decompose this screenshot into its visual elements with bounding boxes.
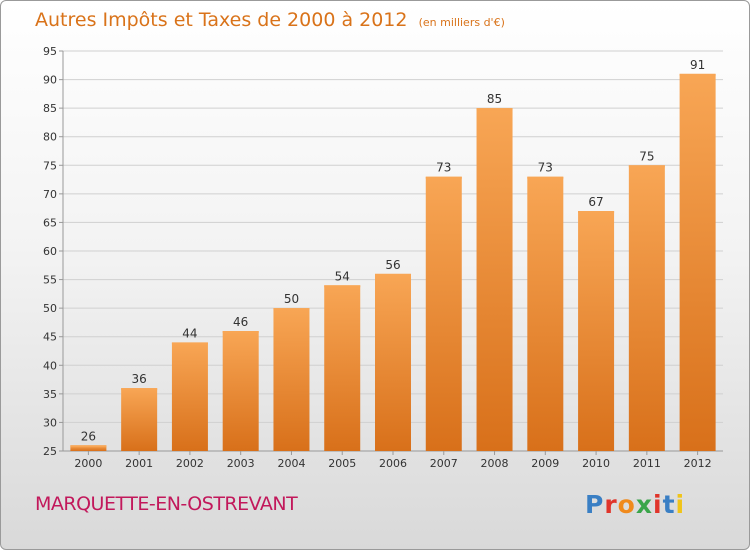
data-label: 73 — [436, 161, 451, 175]
x-tick-label: 2005 — [328, 457, 356, 470]
logo-letter: t — [662, 490, 676, 519]
logo-letter: P — [585, 490, 605, 519]
x-tick-label: 2009 — [531, 457, 559, 470]
data-label: 50 — [284, 292, 299, 306]
bar-2001 — [121, 388, 158, 451]
bar-2012 — [679, 73, 716, 451]
commune-name: MARQUETTE-EN-OSTREVANT — [35, 493, 298, 515]
y-tick-label: 95 — [43, 45, 57, 58]
x-tick-label: 2010 — [582, 457, 610, 470]
bar-top-highlight — [628, 165, 665, 168]
x-tick-label: 2002 — [176, 457, 204, 470]
bars — [70, 73, 716, 452]
y-tick-label: 65 — [43, 216, 57, 229]
data-label: 67 — [588, 195, 603, 209]
data-labels: 26 36 44 46 50 54 56 73 85 73 67 75 91 — [81, 58, 706, 443]
y-tick-label: 55 — [43, 274, 57, 287]
data-label: 36 — [132, 372, 147, 386]
logo-letter: r — [604, 490, 618, 519]
y-tick-label: 40 — [43, 359, 57, 372]
data-label: 56 — [385, 258, 400, 272]
data-label: 46 — [233, 315, 248, 329]
data-label: 73 — [538, 161, 553, 175]
bar-top-highlight — [476, 108, 513, 111]
bar-top-highlight — [578, 211, 615, 213]
bar-2007 — [425, 176, 462, 451]
proxiti-logo[interactable]: Proxiti — [585, 490, 685, 519]
y-tick-label: 75 — [43, 159, 57, 172]
y-tick-labels: 25 30 35 40 45 50 55 60 65 70 75 80 85 90 95 — [43, 45, 63, 458]
bar-2009 — [527, 176, 564, 451]
x-tick-label: 2008 — [481, 457, 509, 470]
chart-unit-note: (en milliers d'€) — [418, 16, 505, 29]
y-tick-label: 45 — [43, 331, 57, 344]
x-tick-label: 2012 — [684, 457, 712, 470]
y-tick-label: 90 — [43, 74, 57, 87]
x-tick-label: 2000 — [74, 457, 102, 470]
y-tick-label: 25 — [43, 445, 57, 458]
data-label: 44 — [182, 326, 197, 340]
logo-letter: i — [675, 490, 686, 519]
logo-letter: x — [635, 490, 653, 519]
x-tick-label: 2007 — [430, 457, 458, 470]
x-tick-label: 2003 — [227, 457, 255, 470]
logo-letter: i — [653, 490, 663, 519]
chart-title: Autres Impôts et Taxes de 2000 à 2012 — [35, 9, 408, 31]
x-tick-labels: 2000 2001 2002 2003 2004 2005 2006 2007 2008 2009… — [74, 451, 712, 470]
y-tick-label: 30 — [43, 416, 57, 429]
bar-2011 — [628, 165, 665, 452]
bar-2002 — [171, 342, 208, 451]
bar-2008 — [476, 108, 513, 452]
x-tick-label: 2006 — [379, 457, 407, 470]
data-label: 75 — [639, 149, 654, 163]
y-tick-label: 70 — [43, 188, 57, 201]
x-tick-label: 2001 — [125, 457, 153, 470]
bar-top-highlight — [527, 176, 564, 179]
bar-2010 — [578, 211, 615, 451]
bar-2003 — [222, 331, 259, 451]
bar-top-highlight — [425, 176, 462, 179]
y-tick-label: 50 — [43, 302, 57, 315]
bar-2006 — [375, 273, 411, 451]
data-label: 54 — [335, 269, 350, 283]
data-label: 85 — [487, 92, 502, 106]
y-tick-label: 35 — [43, 388, 57, 401]
bar-top-highlight — [324, 285, 361, 288]
bar-2004 — [273, 308, 310, 451]
y-tick-label: 60 — [43, 245, 57, 258]
bar-top-highlight — [375, 273, 411, 276]
bar-top-highlight — [273, 308, 310, 311]
bar-2000 — [70, 445, 107, 451]
title-row: Autres Impôts et Taxes de 2000 à 2012 (e… — [35, 9, 505, 31]
bar-2005 — [324, 285, 361, 451]
bar-top-highlight — [222, 331, 259, 333]
x-tick-label: 2011 — [633, 457, 661, 470]
bar-top-highlight — [171, 342, 208, 345]
y-tick-label: 80 — [43, 131, 57, 144]
data-label: 91 — [690, 58, 705, 72]
data-label: 26 — [81, 429, 96, 443]
y-tick-label: 85 — [43, 102, 57, 115]
x-tick-label: 2004 — [277, 457, 305, 470]
bar-top-highlight — [121, 388, 158, 391]
logo-letter: o — [617, 490, 636, 519]
bar-top-highlight — [679, 73, 716, 76]
bar-top-highlight — [70, 445, 107, 448]
